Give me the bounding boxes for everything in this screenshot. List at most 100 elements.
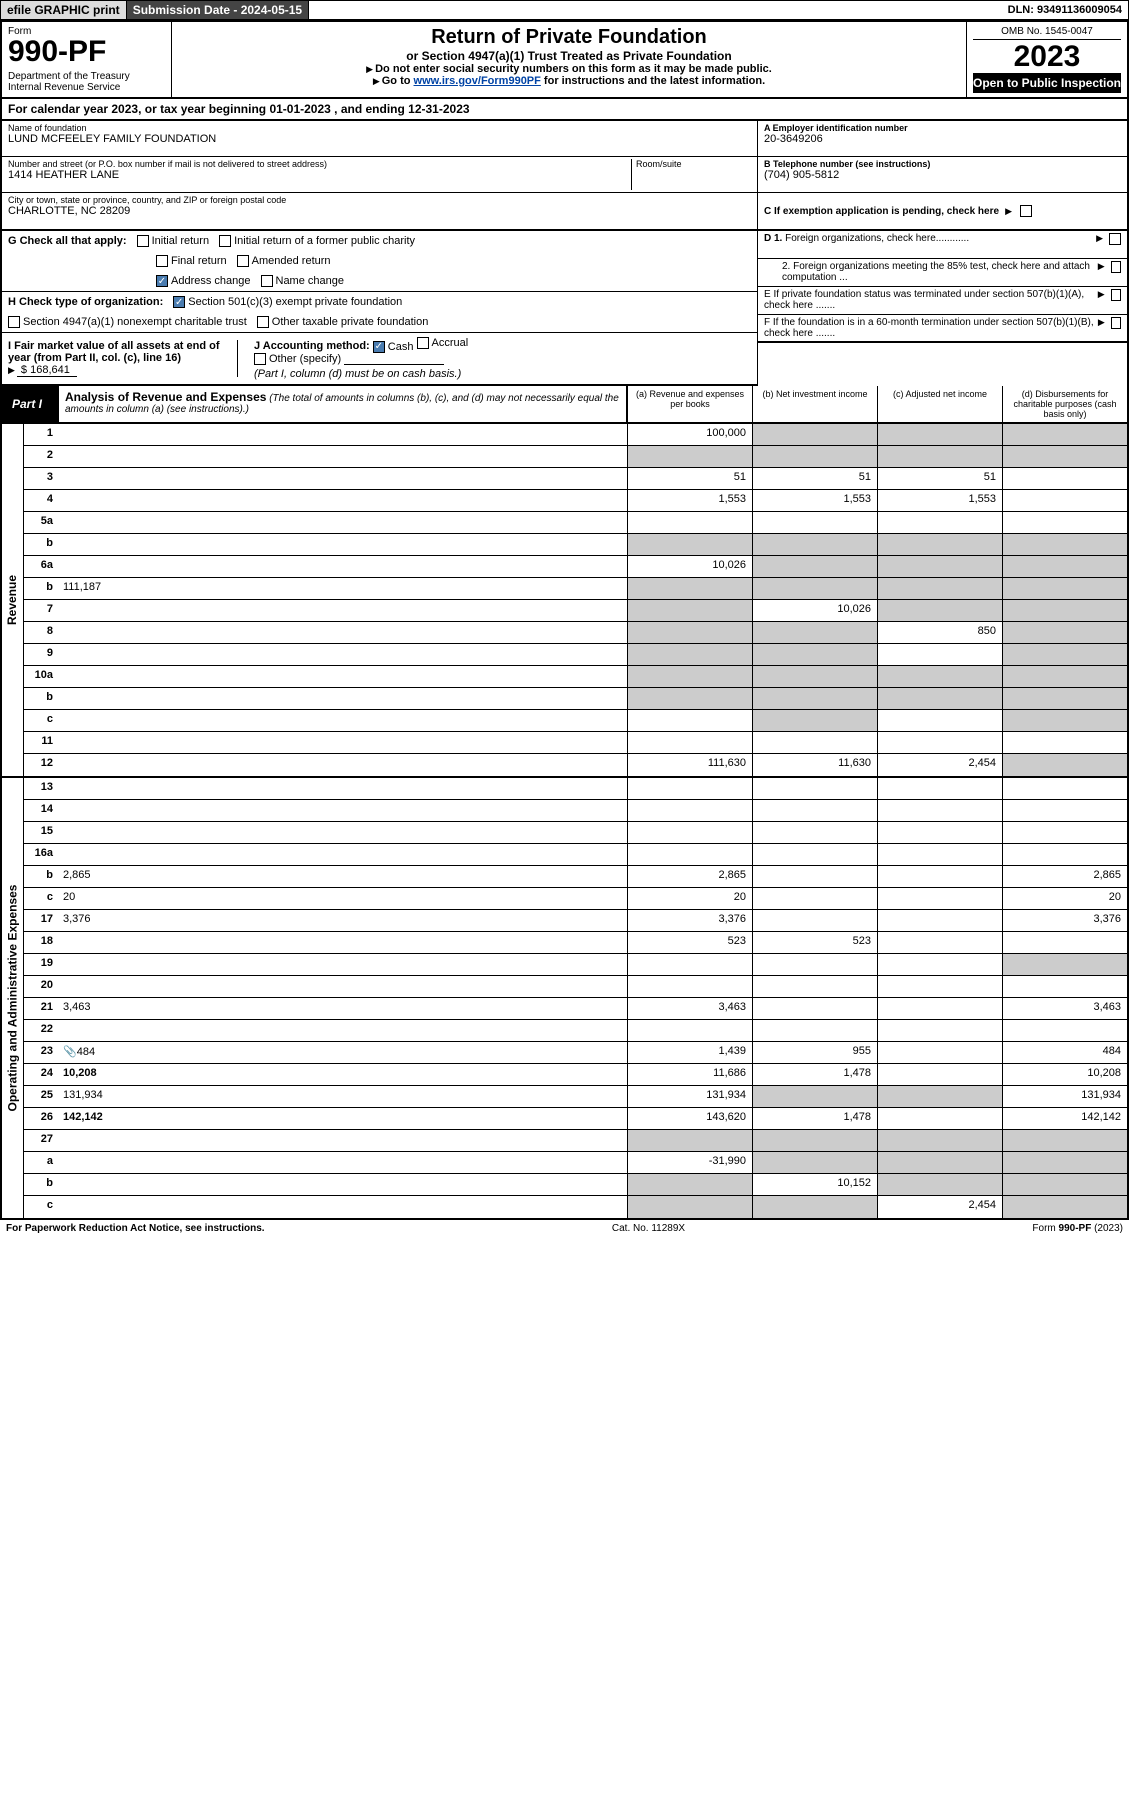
table-cell — [627, 800, 752, 821]
table-cell — [627, 1020, 752, 1041]
table-cell — [752, 976, 877, 997]
table-cell: 3,463 — [1002, 998, 1127, 1019]
line-number: 13 — [24, 778, 59, 799]
dln: DLN: 93491136009054 — [1002, 2, 1128, 18]
checkbox-c[interactable] — [1020, 205, 1032, 217]
table-cell — [752, 888, 877, 909]
line-number: 1 — [24, 424, 59, 445]
table-cell — [752, 866, 877, 887]
efile-button[interactable]: efile GRAPHIC print — [1, 1, 127, 19]
line-description — [59, 800, 627, 821]
line-number: 5a — [24, 512, 59, 533]
line-number: 18 — [24, 932, 59, 953]
line-number: 25 — [24, 1086, 59, 1107]
table-cell — [877, 800, 1002, 821]
j-label: J Accounting method: — [254, 340, 370, 352]
col-a-hdr: (a) Revenue and expenses per books — [627, 386, 752, 422]
table-cell: 11,630 — [752, 754, 877, 776]
entity-info: Name of foundation LUND MCFEELEY FAMILY … — [0, 121, 1129, 231]
table-cell — [1002, 512, 1127, 533]
line-description — [59, 932, 627, 953]
checkbox-e[interactable] — [1111, 289, 1121, 301]
checkbox-initial-former[interactable] — [219, 235, 231, 247]
table-cell: 10,026 — [627, 556, 752, 577]
table-cell — [1002, 732, 1127, 753]
checkbox-name[interactable] — [261, 275, 273, 287]
table-cell — [627, 710, 752, 731]
table-cell — [1002, 468, 1127, 489]
checkbox-cash[interactable]: ✓ — [373, 341, 385, 353]
checkbox-final[interactable] — [156, 255, 168, 267]
table-cell — [877, 844, 1002, 865]
form-link[interactable]: www.irs.gov/Form990PF — [414, 75, 541, 87]
form-note1: Do not enter social security numbers on … — [178, 63, 960, 75]
line-number: a — [24, 1152, 59, 1173]
line-number: 20 — [24, 976, 59, 997]
table-cell — [752, 512, 877, 533]
table-row: 3515151 — [24, 468, 1127, 490]
table-cell — [752, 1152, 877, 1173]
checkbox-501c3[interactable]: ✓ — [173, 296, 185, 308]
checkbox-address[interactable]: ✓ — [156, 275, 168, 287]
checkbox-amended[interactable] — [237, 255, 249, 267]
line-number: b — [24, 1174, 59, 1195]
table-row: c — [24, 710, 1127, 732]
table-cell — [877, 534, 1002, 555]
checkbox-d2[interactable] — [1111, 261, 1121, 273]
table-row: b2,8652,8652,865 — [24, 866, 1127, 888]
fmv-value: $ 168,641 — [17, 364, 77, 377]
table-cell — [627, 600, 752, 621]
table-cell — [752, 1020, 877, 1041]
table-cell: 2,865 — [627, 866, 752, 887]
table-row: a -31,990 — [24, 1152, 1127, 1174]
table-row: 6a10,026 — [24, 556, 1127, 578]
line-number: 10a — [24, 666, 59, 687]
table-cell: 484 — [1002, 1042, 1127, 1063]
table-cell — [877, 1064, 1002, 1085]
line-description — [59, 534, 627, 555]
table-cell: 51 — [627, 468, 752, 489]
table-row: b — [24, 534, 1127, 556]
table-cell — [877, 446, 1002, 467]
table-cell: 2,865 — [1002, 866, 1127, 887]
table-cell: 143,620 — [627, 1108, 752, 1129]
checkbox-other-taxable[interactable] — [257, 316, 269, 328]
table-cell: 20 — [1002, 888, 1127, 909]
table-cell: 523 — [627, 932, 752, 953]
line-description — [59, 778, 627, 799]
table-row: 27 — [24, 1130, 1127, 1152]
table-cell — [1002, 932, 1127, 953]
table-cell — [752, 534, 877, 555]
table-row: 41,5531,5531,553 — [24, 490, 1127, 512]
table-cell: -31,990 — [627, 1152, 752, 1173]
line-number: b — [24, 578, 59, 599]
table-cell: 955 — [752, 1042, 877, 1063]
part1-label: Part I — [2, 386, 59, 422]
table-cell — [752, 644, 877, 665]
checkbox-other-method[interactable] — [254, 353, 266, 365]
line-description — [59, 1130, 627, 1151]
checkbox-accrual[interactable] — [417, 337, 429, 349]
checkbox-d1[interactable] — [1109, 233, 1121, 245]
side-label: Operating and Administrative Expenses — [2, 778, 24, 1218]
form-header: Form 990-PF Department of the Treasury I… — [0, 20, 1129, 99]
table-row: 213,4633,4633,463 — [24, 998, 1127, 1020]
table-row: 22 — [24, 1020, 1127, 1042]
line-number: 26 — [24, 1108, 59, 1129]
line-number: 12 — [24, 754, 59, 776]
checkbox-initial[interactable] — [137, 235, 149, 247]
side-label: Revenue — [2, 424, 24, 776]
checkbox-4947[interactable] — [8, 316, 20, 328]
table-cell: 10,152 — [752, 1174, 877, 1195]
table-cell — [752, 578, 877, 599]
calendar-year: For calendar year 2023, or tax year begi… — [0, 99, 1129, 121]
table-cell — [752, 1086, 877, 1107]
line-number: 17 — [24, 910, 59, 931]
checkbox-f[interactable] — [1111, 317, 1121, 329]
line-description: 3,463 — [59, 998, 627, 1019]
line-description — [59, 822, 627, 843]
table-cell: 10,026 — [752, 600, 877, 621]
line-description: 20 — [59, 888, 627, 909]
table-cell: 10,208 — [1002, 1064, 1127, 1085]
table-cell — [877, 578, 1002, 599]
